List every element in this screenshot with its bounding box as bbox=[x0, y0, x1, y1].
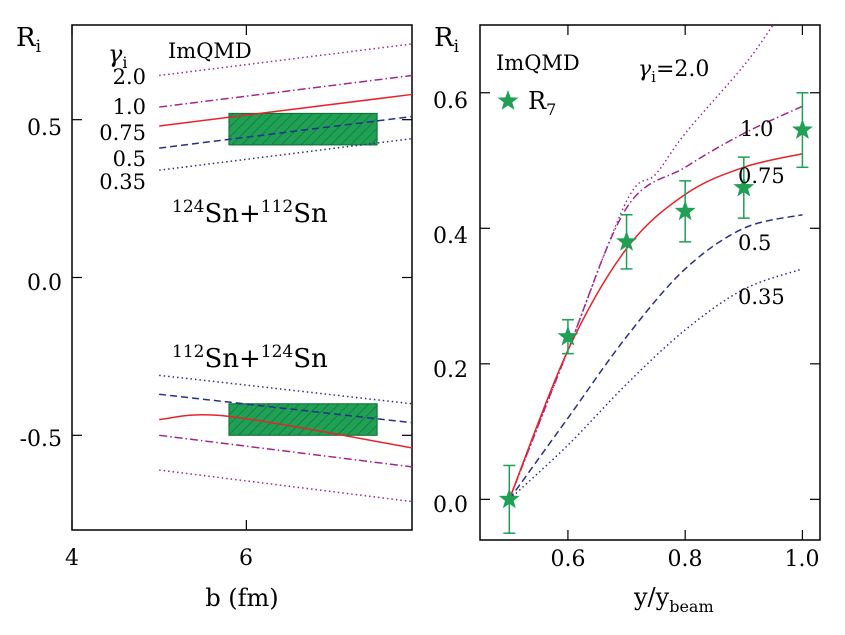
right-y-axis-label: Ri bbox=[434, 23, 460, 57]
data-point-star bbox=[616, 230, 637, 251]
curve-gamma-0.5 bbox=[159, 393, 413, 424]
right-plot-frame bbox=[479, 24, 821, 541]
right-xlabel-main: y/y bbox=[633, 583, 670, 611]
data-band-top bbox=[228, 112, 378, 146]
left-bands bbox=[228, 112, 378, 436]
left-legend-entry: 0.5 bbox=[113, 147, 146, 171]
right-gamma-symbol: γ bbox=[638, 57, 652, 82]
curve-gamma-0.35 bbox=[159, 137, 413, 171]
left-legend-entry: 1.0 bbox=[113, 95, 146, 119]
left-xtick-label: 4 bbox=[65, 546, 79, 571]
curve-gamma-0.5 bbox=[159, 115, 413, 149]
data-point-star bbox=[674, 200, 696, 221]
curve-gamma-0.35 bbox=[159, 374, 413, 405]
star-marker-icon bbox=[497, 90, 519, 110]
left-legend-title: γi bbox=[108, 40, 127, 72]
curve-gamma-0.75 bbox=[508, 153, 803, 500]
reaction-bottom-el-a: Sn+ bbox=[204, 344, 260, 374]
left-legend-gamma: γ bbox=[108, 40, 123, 68]
left-ylabel-sub: i bbox=[36, 37, 42, 57]
reaction-bottom-el-b: Sn bbox=[293, 344, 328, 374]
left-ticks bbox=[71, 25, 412, 530]
right-data-points bbox=[498, 92, 813, 534]
left-ytick-label: 0.0 bbox=[27, 271, 62, 296]
reaction-bottom-mass-a: 112 bbox=[172, 342, 204, 362]
right-xtick-label: 0.8 bbox=[668, 547, 703, 572]
right-data-label: R7 bbox=[528, 87, 556, 119]
data-point-star bbox=[792, 119, 813, 139]
reaction-label-bottom: 112Sn+124Sn bbox=[172, 342, 328, 374]
curve-gamma-2.0 bbox=[508, 25, 774, 500]
reaction-top-el-b: Sn bbox=[293, 199, 328, 229]
right-data-label-sub: 7 bbox=[546, 100, 556, 119]
right-gamma-sub: i bbox=[651, 68, 656, 86]
left-legend-gamma-sub: i bbox=[122, 53, 127, 72]
right-ylabel-main: R bbox=[434, 23, 455, 53]
left-x-axis-label: b (fm) bbox=[205, 584, 278, 612]
left-legend-entry: 0.75 bbox=[99, 121, 146, 145]
right-xtick-label: 0.6 bbox=[551, 547, 586, 572]
right-gamma-value: =2.0 bbox=[656, 57, 709, 82]
data-point-star bbox=[498, 488, 520, 509]
right-data-label-main: R bbox=[528, 87, 547, 115]
left-curves bbox=[159, 43, 413, 503]
right-ticks bbox=[480, 25, 820, 540]
right-curves bbox=[508, 25, 803, 500]
reaction-label-top: 124Sn+112Sn bbox=[172, 197, 328, 229]
left-legend-entry: 2.0 bbox=[113, 65, 146, 89]
right-ytick-label: 0.6 bbox=[433, 89, 468, 114]
left-panel: 0.5 0.0 -0.5 4 6 Ri b (fm) γi ImQMD 2.0 … bbox=[16, 23, 413, 612]
reaction-bottom-mass-b: 124 bbox=[261, 342, 293, 362]
left-legend-entry: 0.35 bbox=[99, 170, 146, 194]
reaction-top-mass-a: 124 bbox=[172, 197, 204, 217]
curve-gamma-0.5 bbox=[508, 214, 803, 500]
left-ytick-label: 0.5 bbox=[27, 116, 62, 141]
curve-gamma-0.75 bbox=[159, 93, 413, 127]
right-xtick-label: 1.0 bbox=[785, 547, 820, 572]
curve-gamma-2.0 bbox=[159, 469, 413, 503]
right-model-label: ImQMD bbox=[496, 51, 580, 75]
right-gamma-label: γi=2.0 bbox=[638, 57, 709, 86]
right-ytick-label: 0.4 bbox=[433, 224, 468, 249]
right-curve-label: 0.75 bbox=[738, 164, 785, 188]
left-ylabel-main: R bbox=[16, 23, 37, 53]
reaction-top-mass-b: 112 bbox=[261, 197, 293, 217]
left-ytick-label: -0.5 bbox=[20, 427, 62, 452]
curve-gamma-0.75 bbox=[159, 414, 413, 449]
right-x-axis-label: y/ybeam bbox=[633, 583, 714, 616]
right-curve-label: 0.5 bbox=[738, 231, 771, 255]
right-panel: 0.0 0.2 0.4 0.6 0.6 0.8 1.0 Ri y/ybeam I… bbox=[433, 23, 821, 616]
data-point-star bbox=[557, 325, 579, 346]
left-model-label: ImQMD bbox=[168, 39, 252, 63]
curve-gamma-2.0 bbox=[159, 43, 413, 77]
right-data-legend: R7 bbox=[497, 87, 556, 119]
curve-gamma-1.0 bbox=[508, 105, 803, 500]
right-ytick-label: 0.0 bbox=[433, 493, 468, 518]
left-y-axis-label: Ri bbox=[16, 23, 42, 57]
right-ytick-label: 0.2 bbox=[433, 358, 468, 383]
reaction-top-el-a: Sn+ bbox=[204, 199, 260, 229]
curve-gamma-1.0 bbox=[159, 434, 413, 468]
right-xlabel-sub: beam bbox=[669, 597, 713, 616]
left-xtick-label: 6 bbox=[239, 546, 253, 571]
curve-gamma-1.0 bbox=[159, 74, 413, 108]
curve-gamma-0.35 bbox=[508, 268, 803, 500]
right-curve-label: 1.0 bbox=[740, 117, 773, 141]
right-ylabel-sub: i bbox=[454, 37, 460, 57]
right-curve-label: 0.35 bbox=[738, 285, 785, 309]
data-point-star bbox=[733, 176, 755, 197]
